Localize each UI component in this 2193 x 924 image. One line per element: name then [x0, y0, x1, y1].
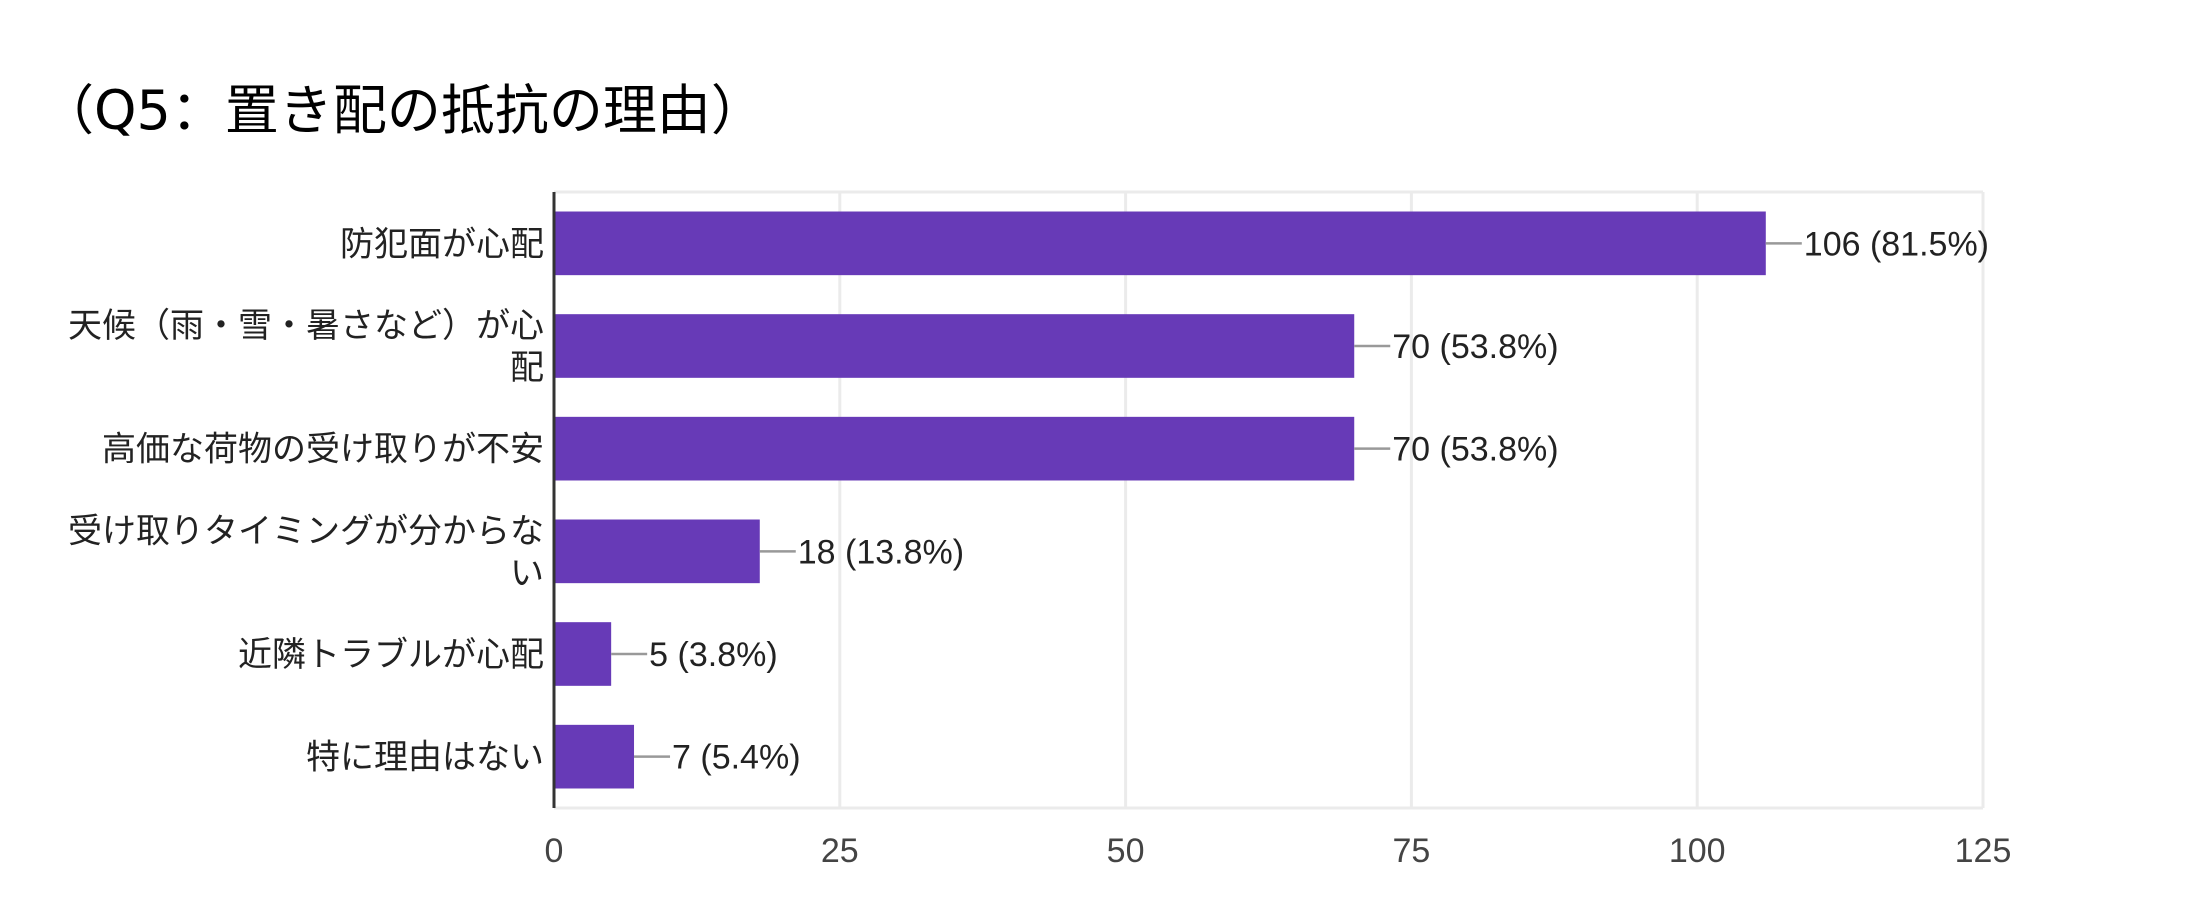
category-label-line: 高価な荷物の受け取りが不安: [102, 430, 544, 470]
x-tick-label: 125: [1955, 832, 2012, 870]
bar: [554, 724, 635, 789]
category-label-line: 配: [510, 348, 544, 388]
gridlines: [554, 190, 1985, 810]
category-label-line: 天候（雨・雪・暑さなど）が心: [68, 306, 544, 346]
x-tick-label: 100: [1669, 832, 1726, 870]
bars: [554, 211, 1802, 789]
category-label: 天候（雨・雪・暑さなど）が心配: [68, 306, 544, 388]
x-tick-label: 50: [1107, 832, 1145, 870]
category-label-line: い: [510, 553, 544, 593]
category-label: 高価な荷物の受け取りが不安: [102, 430, 544, 470]
data-label: 106 (81.5%): [1804, 225, 1989, 263]
data-label: 70 (53.8%): [1392, 328, 1558, 366]
category-label-line: 特に理由はない: [306, 738, 544, 778]
bar: [554, 622, 612, 686]
x-tick-label: 25: [821, 832, 859, 870]
labels: 0 25 50 75 100 125 106 (81.5%) 防犯面が心配 70 (53.8%)…: [68, 224, 2011, 870]
data-label: 5 (3.8%): [649, 636, 778, 674]
x-tick-label: 75: [1392, 832, 1430, 870]
category-label-line: 近隣トラブルが心配: [238, 635, 544, 675]
bar: [554, 416, 1355, 481]
category-label-line: 防犯面が心配: [340, 224, 544, 264]
bar: [554, 211, 1766, 276]
category-label: 特に理由はない: [306, 738, 544, 778]
chart-title: （Q5：置き配の抵抗の理由）: [40, 79, 765, 142]
category-label: 防犯面が心配: [340, 224, 544, 264]
category-label: 受け取りタイミングが分からない: [68, 511, 544, 593]
bar: [554, 314, 1355, 378]
data-label: 18 (13.8%): [798, 533, 964, 571]
category-label: 近隣トラブルが心配: [238, 635, 544, 675]
data-label: 7 (5.4%): [672, 739, 801, 777]
data-label: 70 (53.8%): [1392, 431, 1558, 469]
bar: [554, 519, 760, 584]
x-tick-label: 0: [545, 832, 564, 870]
category-label-line: 受け取りタイミングが分からな: [68, 511, 544, 551]
